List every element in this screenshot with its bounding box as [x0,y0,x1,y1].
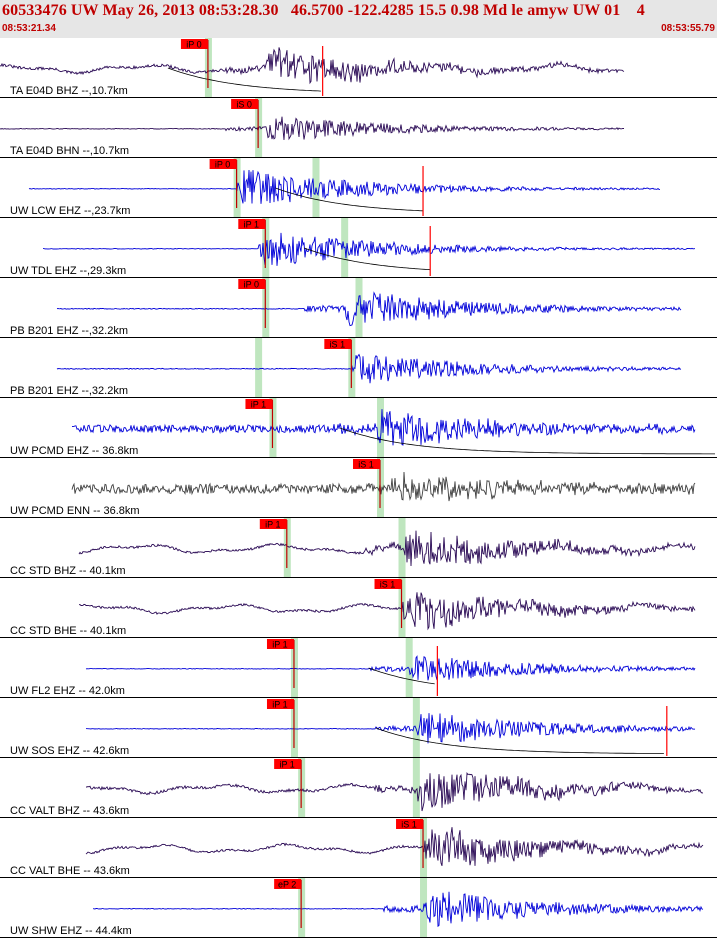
trace-row: iP 1 UW TDL EHZ --,29.3km [0,218,717,278]
station-label: UW TDL EHZ --,29.3km [10,265,126,277]
pick-box [374,579,402,589]
trace-row: iP 0 PB B201 EHZ --,32.2km [0,278,717,338]
arrival-window [398,518,406,578]
waveform [85,655,696,681]
pick-box [180,39,208,49]
pick-label: iP 1 [279,760,294,770]
pick-label: iS 0 [236,100,252,110]
trace-row: iS 1 UW PCMD ENN -- 36.8km [0,458,717,518]
pick-box [266,699,294,709]
pick-label: iS 1 [330,340,346,350]
coda-curve [167,67,321,92]
station-label: UW PCMD ENN -- 36.8km [10,505,140,517]
pick-label: eP 2 [278,880,296,890]
station-label: CC VALT BHZ -- 43.6km [10,805,129,817]
waveform [56,353,682,384]
trace-row: iS 1 CC STD BHE -- 40.1km [0,578,717,638]
pick-box [274,879,302,889]
station-label: UW SHW EHZ -- 44.4km [10,925,132,937]
seismogram-panel: iP 0 TA E04D BHZ --,10.7km iS 0 TA E04D BHN… [0,38,717,938]
arrival-window [355,278,363,338]
station-label: CC STD BHZ -- 40.1km [10,565,126,577]
station-label: PB B201 EHZ --,32.2km [10,385,128,397]
trace-row: iS 1 CC VALT BHE -- 43.6km [0,818,717,878]
trace-row: iP 0 TA E04D BHZ --,10.7km [0,38,717,98]
waveform [56,291,682,327]
trace-row: iS 1 PB B201 EHZ --,32.2km [0,338,717,398]
station-label: CC STD BHE -- 40.1km [10,625,126,637]
pick-box [231,99,259,109]
arrival-window [412,698,420,758]
coda-curve [304,247,431,271]
pick-label: iP 1 [251,400,266,410]
trace-row: eP 2 UW SHW EHZ -- 44.4km [0,878,717,938]
pick-box [324,339,352,349]
station-label: PB B201 EHZ --,32.2km [10,325,128,337]
waveform [71,409,696,446]
waveform [85,827,704,867]
pick-label: iS 1 [358,460,374,470]
pick-label: iP 0 [186,40,201,50]
event-title: 60533476 UW May 26, 2013 08:53:28.30 46.… [2,2,645,19]
trace-row: iP 1 CC VALT BHZ -- 43.6km [0,758,717,818]
pick-box [274,759,302,769]
pick-label: iP 0 [215,160,230,170]
trace-row: iP 1 UW FL2 EHZ -- 42.0km [0,638,717,698]
coda-curve [275,187,423,212]
coda-curve [375,727,664,754]
pick-box [259,519,287,529]
station-label: UW SOS EHZ -- 42.6km [10,745,129,757]
pick-label: iP 1 [244,220,259,230]
coda-curve [368,667,435,685]
waveform [78,592,696,631]
waveform [0,116,625,141]
waveform [78,530,696,567]
trace-row: iS 0 TA E04D BHN --,10.7km [0,98,717,158]
waveform [0,47,625,85]
station-label: TA E04D BHZ --,10.7km [10,85,128,97]
waveform [85,713,696,744]
pick-box [238,219,266,229]
arrival-window [412,758,420,818]
arrival-window [255,338,263,398]
pick-label: iP 0 [244,280,259,290]
station-label: UW PCMD EHZ -- 36.8km [10,445,138,457]
end-time-label: 08:53:55.79 [661,23,715,34]
station-label: CC VALT BHE -- 43.6km [10,865,130,877]
pick-label: iP 1 [265,520,280,530]
station-label: TA E04D BHN --,10.7km [10,145,129,157]
pick-box [238,279,266,289]
station-label: UW LCW EHZ --,23.7km [10,205,130,217]
record-header: 60533476 UW May 26, 2013 08:53:28.30 46.… [0,0,717,38]
waveform [71,471,696,502]
pick-box [396,819,424,829]
station-label: UW FL2 EHZ -- 42.0km [10,685,125,697]
coda-curve [339,427,715,455]
pick-label: iP 1 [272,640,287,650]
pick-label: iS 1 [401,820,417,830]
waveform [43,232,695,266]
trace-row: iP 1 CC STD BHZ -- 40.1km [0,518,717,578]
arrival-window [377,398,385,458]
pick-label: iS 1 [380,580,396,590]
trace-row: iP 0 UW LCW EHZ --,23.7km [0,158,717,218]
pick-box [266,639,294,649]
waveform [28,169,660,204]
pick-box [209,159,237,169]
pick-label: iP 1 [272,700,287,710]
waveform [92,891,704,928]
start-time-label: 08:53:21.34 [2,23,56,34]
waveform [86,771,704,812]
pick-box [245,399,273,409]
pick-box [353,459,381,469]
trace-row: iP 1 UW PCMD EHZ -- 36.8km [0,398,717,458]
trace-row: iP 1 UW SOS EHZ -- 42.6km [0,698,717,758]
